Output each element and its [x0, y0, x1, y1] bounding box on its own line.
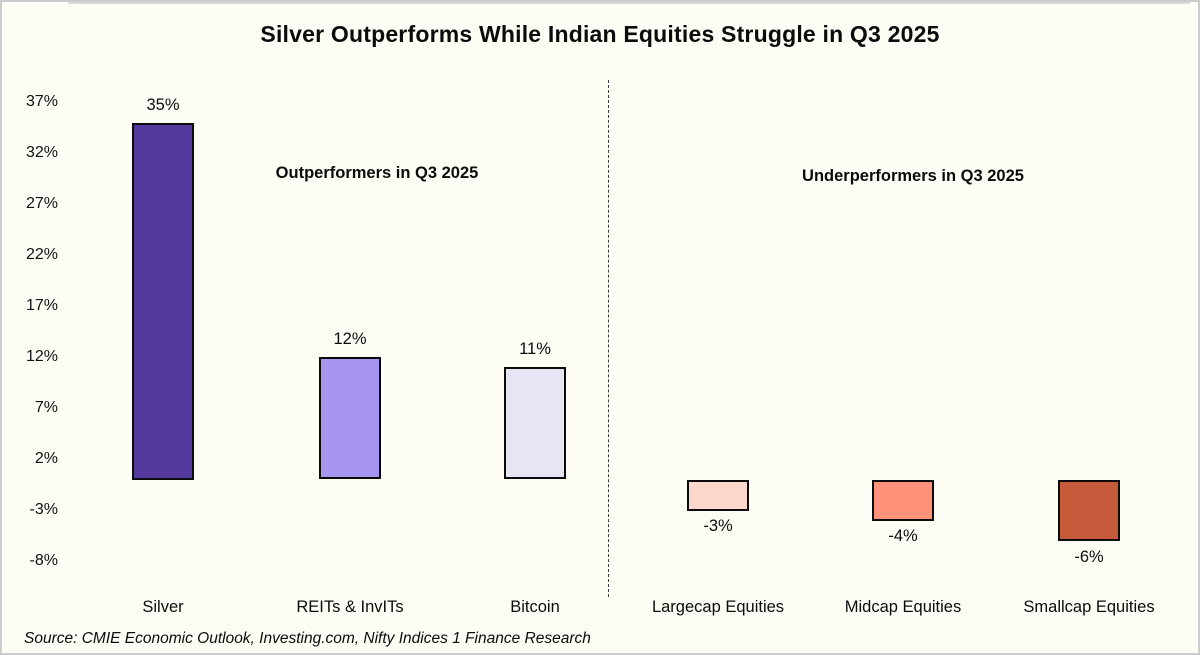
bar-bitcoin	[504, 367, 566, 479]
bar-reits-invits	[319, 357, 381, 479]
bar-value-label: 11%	[519, 340, 551, 358]
y-axis-tick-label: 2%	[34, 450, 58, 467]
outperformers-label: Outperformers in Q3 2025	[275, 164, 479, 182]
bar-silver	[132, 123, 194, 480]
bar-largecap-equities	[687, 480, 749, 511]
category-label: REITs & InvITs	[296, 598, 404, 616]
y-axis-tick-label: 22%	[25, 246, 58, 263]
y-axis-tick-label: -8%	[29, 552, 58, 569]
y-axis-tick-label: -3%	[29, 501, 58, 518]
category-label: Largecap Equities	[651, 598, 785, 616]
y-axis-tick-label: 12%	[25, 348, 58, 365]
bar-value-label: 12%	[333, 330, 367, 348]
bar-value-label: -3%	[703, 517, 733, 535]
category-label: Smallcap Equities	[1023, 598, 1155, 616]
y-axis-tick-label: 7%	[34, 399, 58, 416]
underperformers-label: Underperformers in Q3 2025	[802, 167, 1024, 185]
zero-axis-line	[68, 2, 1190, 4]
y-axis-tick-label: 17%	[25, 297, 58, 314]
section-divider-line	[608, 80, 609, 597]
bar-value-label: -4%	[888, 527, 918, 545]
category-label: Midcap Equities	[844, 598, 962, 616]
y-axis-tick-label: 27%	[25, 195, 58, 212]
bar-midcap-equities	[872, 480, 934, 521]
bar-value-label: -6%	[1074, 548, 1104, 566]
y-axis-tick-label: 37%	[25, 93, 58, 110]
bar-value-label: 35%	[146, 96, 180, 114]
bar-smallcap-equities	[1058, 480, 1120, 541]
source-note: Source: CMIE Economic Outlook, Investing…	[24, 630, 591, 647]
category-label: Bitcoin	[510, 598, 560, 616]
y-axis-tick-label: 32%	[25, 144, 58, 161]
category-label: Silver	[142, 598, 184, 616]
chart-title: Silver Outperforms While Indian Equities…	[260, 21, 940, 47]
